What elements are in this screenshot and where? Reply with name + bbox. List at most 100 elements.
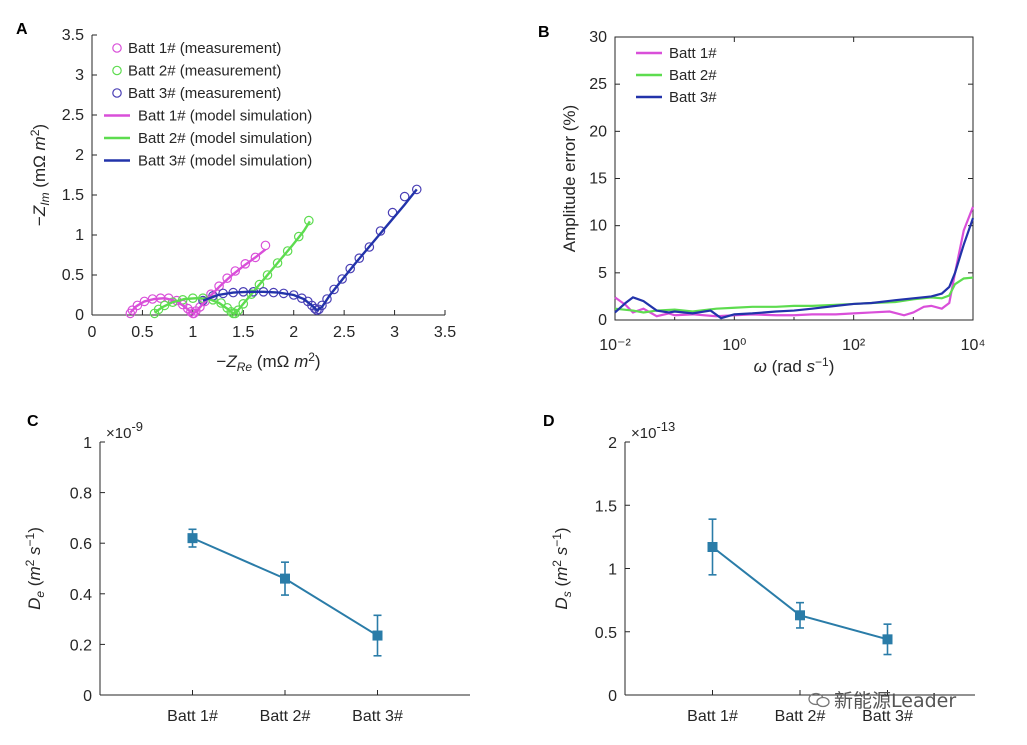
legend-marker [112, 65, 122, 76]
data-point [345, 263, 355, 274]
watermark-text: 新能源Leader [834, 690, 957, 712]
data-point [329, 284, 339, 295]
data-point [372, 630, 383, 641]
y-tick-label: 1 [83, 435, 92, 452]
y-tick-label: 0.8 [70, 486, 92, 503]
series-line [153, 220, 311, 315]
x-tick-label: 3.5 [434, 324, 456, 341]
legend-label: Batt 2# (model simulation) [138, 130, 312, 147]
x-tick-label: Batt 1# [167, 708, 218, 725]
data-point [354, 253, 365, 264]
y-axis-label: −ZIm (mΩ m2) [28, 124, 52, 226]
data-point [364, 242, 375, 252]
data-point [307, 300, 317, 311]
data-point [187, 533, 198, 544]
x-tick-label: 10⁻² [599, 337, 631, 354]
data-point [240, 258, 251, 269]
data-point [230, 266, 241, 276]
data-point [795, 610, 805, 621]
data-point [250, 252, 261, 263]
legend-label: Batt 1# [669, 45, 717, 62]
y-tick-label: 0.2 [70, 637, 92, 654]
x-tick-label: 10⁰ [722, 337, 746, 354]
data-point [282, 246, 293, 256]
data-point [238, 298, 249, 309]
x-tick-label: 1.5 [232, 324, 254, 341]
x-tick-label: 0 [88, 324, 97, 341]
y-tick-label: 0.5 [595, 625, 617, 642]
y-axis-label: Amplitude error (%) [560, 105, 579, 252]
x-tick-label: 1 [188, 324, 197, 341]
y-tick-label: 1 [608, 562, 617, 579]
y-tick-label: 2 [608, 435, 617, 452]
x-axis-label: ω (rad s−1) [754, 355, 835, 376]
legend-label: Batt 3# [669, 89, 717, 106]
y-tick-label: 3.5 [62, 27, 84, 44]
y-axis-label: De (m2 s−1) [23, 527, 47, 610]
x-axis-label: −ZRe (mΩ m2) [216, 350, 320, 374]
data-point [222, 273, 232, 283]
panel-a-label: A [16, 21, 28, 38]
y-tick-label: 15 [589, 171, 607, 188]
data-point [296, 293, 307, 303]
x-tick-label: 2.5 [333, 324, 355, 341]
y-tick-label: 1.5 [62, 187, 84, 204]
panel-d-label: D [543, 413, 555, 430]
y-tick-label: 2.5 [62, 107, 84, 124]
x-tick-label: 10⁴ [961, 337, 986, 354]
watermark: 新能源Leader [808, 686, 956, 713]
y-tick-label: 1 [75, 227, 84, 244]
x-tick-label: 10² [842, 337, 866, 354]
y-tick-label: 0 [75, 307, 84, 324]
data-point [707, 541, 718, 552]
y-tick-label: 2 [75, 147, 84, 164]
y-tick-label: 25 [589, 76, 607, 93]
data-point [272, 258, 283, 268]
data-point [230, 308, 241, 319]
data-point [262, 270, 273, 280]
y-tick-label: 0.6 [70, 536, 92, 553]
series-line [614, 206, 975, 318]
y-axis-label: Ds (m2 s−1) [550, 527, 574, 609]
legend-marker [112, 43, 122, 53]
legend-label: Batt 1# (model simulation) [138, 108, 312, 125]
data-point [159, 300, 170, 311]
y-tick-label: 0 [83, 688, 92, 705]
x-tick-label: 2 [289, 324, 298, 341]
data-point [882, 634, 893, 645]
series-line [129, 248, 267, 315]
panel-c-label: C [27, 413, 39, 430]
x-tick-label: Batt 3# [862, 708, 913, 725]
data-point [254, 279, 265, 290]
x-tick-label: Batt 3# [352, 708, 403, 725]
y-tick-label: 30 [589, 29, 607, 46]
x-tick-label: Batt 2# [260, 708, 311, 725]
series-line [614, 217, 975, 320]
data-point [411, 184, 422, 195]
y-tick-label: 0.4 [70, 587, 92, 604]
x-tick-label: Batt 1# [687, 708, 738, 725]
y-tick-label: 0.5 [62, 267, 84, 284]
axis-multiplier: ×10-13 [631, 419, 675, 442]
legend-marker [112, 88, 122, 98]
legend-label: Batt 3# (model simulation) [138, 153, 312, 170]
data-point [399, 191, 410, 202]
x-tick-label: 0.5 [131, 324, 153, 341]
data-point [127, 305, 138, 315]
data-point [337, 274, 347, 284]
data-point [260, 240, 271, 251]
data-point [132, 300, 143, 311]
data-point [322, 294, 332, 304]
y-tick-label: 20 [589, 123, 607, 140]
data-point [280, 573, 290, 584]
panel-b-label: B [538, 24, 550, 41]
legend-label: Batt 1# (measurement) [128, 40, 281, 57]
series-line [614, 276, 974, 314]
y-tick-label: 10 [589, 218, 607, 235]
y-tick-label: 3 [75, 67, 84, 84]
data-point [233, 305, 244, 315]
legend-label: Batt 2# (measurement) [128, 63, 281, 80]
series-line [202, 188, 418, 312]
y-tick-label: 1.5 [595, 498, 617, 515]
data-point [317, 300, 327, 311]
